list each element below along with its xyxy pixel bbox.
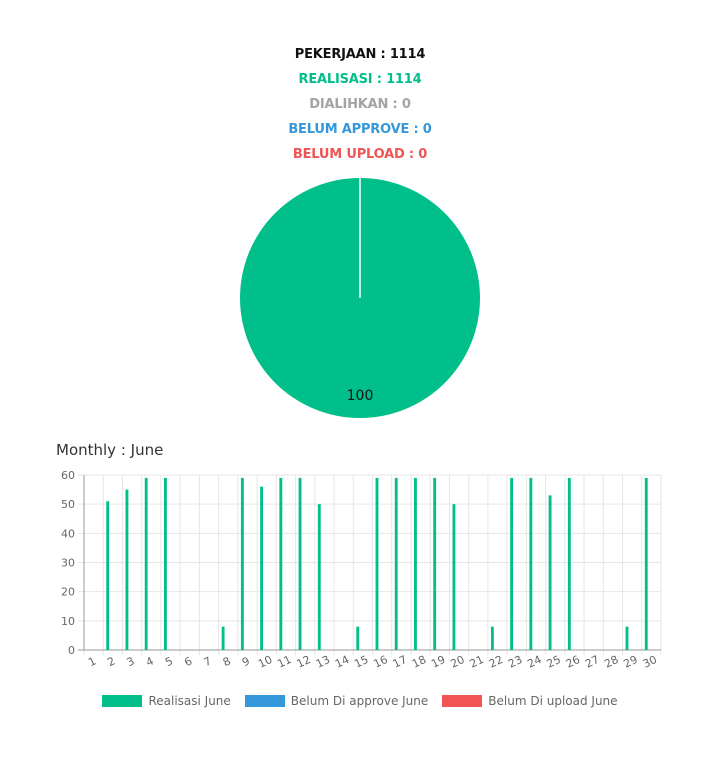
x-tick-label: 23 (506, 653, 524, 671)
x-tick-label: 4 (144, 654, 156, 669)
x-tick-label: 11 (275, 653, 293, 671)
y-tick-label: 20 (61, 586, 75, 599)
legend-item-upload[interactable]: Belum Di upload June (442, 694, 618, 708)
x-tick-label: 26 (564, 653, 582, 671)
x-tick-label: 30 (641, 653, 659, 671)
x-tick-label: 28 (602, 653, 620, 671)
y-tick-label: 10 (61, 615, 75, 628)
bar-realisasi-day-12[interactable] (298, 477, 302, 650)
x-tick-label: 3 (125, 654, 137, 669)
legend-swatch-upload (442, 695, 483, 707)
belum-upload-count: BELUM UPLOAD : 0 (292, 147, 428, 162)
y-tick-label: 0 (68, 644, 75, 657)
x-tick-label: 29 (622, 653, 640, 671)
x-tick-label: 22 (487, 653, 505, 671)
y-tick-label: 60 (61, 469, 75, 482)
y-tick-label: 50 (61, 498, 75, 511)
x-tick-label: 19 (429, 653, 447, 671)
bar-realisasi-day-22[interactable] (490, 626, 494, 650)
bar-realisasi-day-17[interactable] (394, 477, 398, 650)
legend-label-realisasi: Realisasi June (148, 694, 231, 708)
bar-realisasi-day-10[interactable] (260, 486, 264, 650)
monthly-title: Monthly : June (56, 441, 164, 459)
realisasi-count: REALISASI : 1114 (298, 72, 422, 87)
x-tick-label: 27 (583, 653, 601, 671)
bar-realisasi-day-3[interactable] (125, 489, 129, 650)
x-tick-label: 13 (314, 653, 332, 671)
belum-approve-count: BELUM APPROVE : 0 (288, 122, 432, 137)
x-tick-label: 7 (202, 654, 214, 669)
bar-realisasi-day-30[interactable] (644, 477, 648, 650)
x-tick-label: 18 (410, 653, 428, 671)
y-tick-label: 30 (61, 557, 75, 570)
x-tick-label: 24 (525, 653, 543, 671)
x-tick-label: 16 (372, 653, 390, 671)
x-tick-label: 25 (545, 653, 563, 671)
dialihkan-count: DIALIHKAN : 0 (309, 97, 411, 112)
legend-swatch-approve (244, 695, 285, 707)
bar-realisasi-day-4[interactable] (144, 477, 148, 650)
bar-realisasi-day-15[interactable] (356, 626, 360, 650)
bar-legend: Realisasi June Belum Di approve June Bel… (0, 694, 720, 708)
x-tick-label: 12 (295, 653, 313, 671)
bar-realisasi-day-5[interactable] (163, 477, 167, 650)
x-tick-label: 5 (163, 654, 175, 669)
legend-item-approve[interactable]: Belum Di approve June (244, 694, 429, 708)
legend-label-upload: Belum Di upload June (488, 694, 618, 708)
x-tick-label: 9 (240, 654, 252, 669)
bar-realisasi-day-9[interactable] (240, 477, 244, 650)
x-tick-label: 1 (86, 654, 98, 669)
legend-label-approve: Belum Di approve June (290, 694, 429, 708)
x-tick-label: 6 (182, 654, 194, 669)
pekerjaan-count: PEKERJAAN : 1114 (294, 47, 426, 62)
bar-realisasi-day-29[interactable] (625, 626, 629, 650)
bar-realisasi-day-26[interactable] (567, 477, 571, 650)
x-tick-label: 20 (448, 653, 466, 671)
x-tick-label: 2 (105, 654, 117, 669)
pie-data-label: 100 (347, 388, 374, 404)
pie-chart: 100 (240, 178, 480, 418)
bar-realisasi-day-24[interactable] (529, 477, 533, 650)
bar-realisasi-day-25[interactable] (548, 495, 552, 650)
x-tick-label: 17 (391, 653, 409, 671)
x-tick-label: 15 (352, 653, 370, 671)
x-tick-label: 8 (221, 654, 233, 669)
summary-panel: PEKERJAAN : 1114 REALISASI : 1114 DIALIH… (0, 42, 720, 167)
x-tick-label: 14 (333, 653, 351, 671)
bar-realisasi-day-2[interactable] (106, 501, 110, 650)
bar-realisasi-day-16[interactable] (375, 477, 379, 650)
bar-realisasi-day-18[interactable] (414, 477, 417, 650)
x-tick-label: 10 (256, 653, 274, 671)
legend-swatch-realisasi (102, 695, 143, 707)
legend-item-realisasi[interactable]: Realisasi June (102, 694, 231, 708)
bar-realisasi-day-19[interactable] (433, 477, 437, 650)
bar-realisasi-day-20[interactable] (452, 504, 456, 650)
y-tick-label: 40 (61, 527, 75, 540)
x-tick-label: 21 (468, 653, 486, 671)
bar-realisasi-day-11[interactable] (279, 477, 283, 650)
bar-realisasi-day-13[interactable] (317, 504, 321, 650)
bar-realisasi-day-23[interactable] (510, 477, 514, 650)
bar-realisasi-day-8[interactable] (221, 626, 225, 650)
